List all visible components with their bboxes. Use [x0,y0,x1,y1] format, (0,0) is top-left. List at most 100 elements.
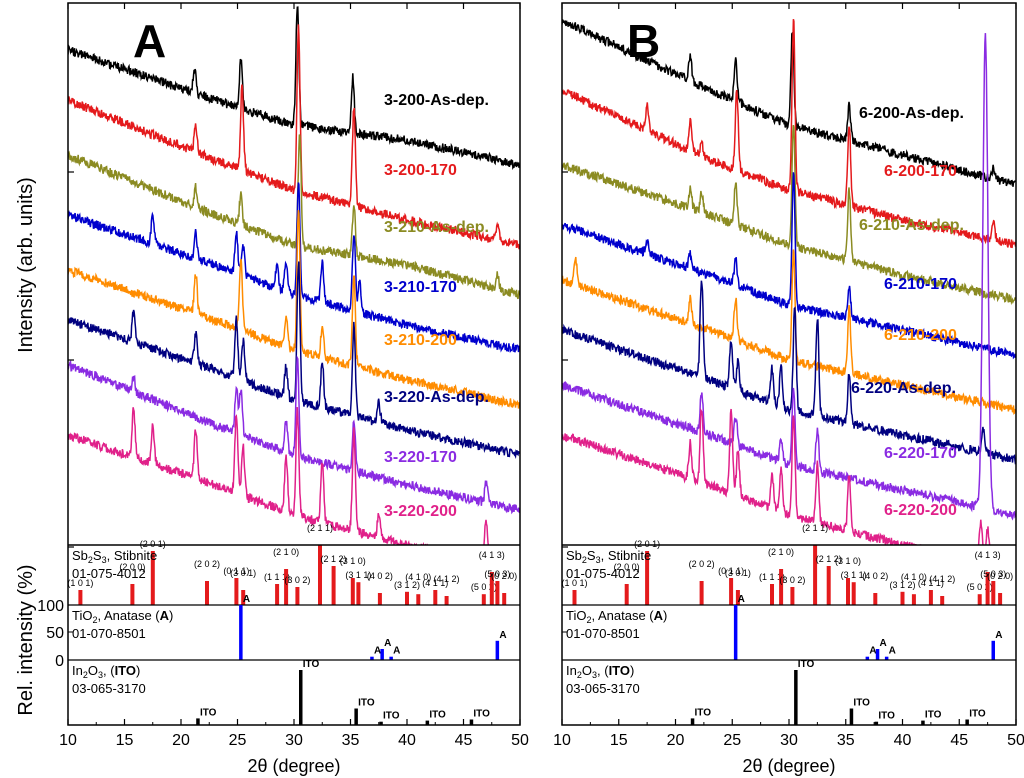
reference-peak [874,721,879,725]
x-tick-label: 35 [342,732,360,749]
series-line [562,249,1016,415]
reference-peak [425,720,430,725]
reference-peak [481,594,486,605]
panel-letter: B [627,15,660,67]
series-label: 3-200-170 [384,162,457,179]
reference-peak-label: A [384,638,391,649]
reference-peak [846,578,850,605]
reference-peak-label: (3 1 2) [394,580,420,590]
reference-peak-label: A [738,594,745,605]
reference-peak-label: (3 1 2) [889,580,915,590]
reference-peak-label: (2 0 0) [119,562,145,572]
series-line [562,280,1016,465]
reference-peak-label: (2 0 2) [194,559,220,569]
x-tick-label: 50 [1007,732,1024,749]
rel-tick-label: 0 [55,653,64,670]
reference-peak [495,640,500,661]
reference-peak [433,590,438,605]
series-line [562,172,1016,360]
reference-peak-label: (0 1 1) [223,566,249,576]
reference-peak [196,718,200,725]
reference-peak-label: (3 1 1) [345,570,371,580]
x-tick-label: 20 [172,732,190,749]
reference-peak-label: (3 1 0) [835,556,861,566]
series-line [562,18,1016,187]
series-line [68,24,520,250]
series-label: 6-220-As-dep. [851,380,956,397]
reference-peak-label: (1 1 1) [264,572,290,582]
reference-name: Sb2S3, Stibnite [566,548,651,565]
reference-peak-label: (4 1 1) [918,578,944,588]
x-tick-label: 10 [553,732,571,749]
reference-peak [405,591,409,605]
series-line [562,33,1016,521]
reference-peak [849,708,854,725]
series-line [562,124,1016,306]
reference-peak [998,593,1003,605]
x-tick-label: 15 [610,732,628,749]
x-axis-label: 2θ (degree) [742,756,835,776]
reference-peak-label: (2 1 0) [768,547,794,557]
reference-peak-label: A [243,594,250,605]
series-label: 6-210-170 [884,276,957,293]
reference-peak-label: (0 2 0) [491,571,517,581]
reference-card: 01-070-8501 [72,626,146,641]
reference-peak-label: (5 0 2) [967,582,993,592]
reference-name: In2O3, (ITO) [566,663,634,680]
reference-peak [299,670,303,725]
series-label: 6-200-170 [884,163,957,180]
reference-peak-label: A [880,638,887,649]
series-lines [68,6,520,545]
reference-peak-label: (1 1 1) [759,572,785,582]
series-label: 6-210-As-dep. [859,217,964,234]
reference-peak-label: ITO [473,709,490,720]
reference-peak [911,594,916,605]
x-tick-label: 40 [398,732,416,749]
reference-peak-label: ITO [878,711,895,722]
reference-peak [356,582,361,605]
x-tick-label: 25 [229,732,247,749]
reference-pattern: ITO ITO ITO ITO ITO ITO In2O3, (ITO)03-065-317… [72,659,490,725]
reference-peak-label: (3 0 1) [725,568,751,578]
series-line [68,261,520,459]
reference-peak-label: (1 0 1) [67,578,93,588]
reference-peak-label: (4 0 2) [367,571,393,581]
x-tick-label: 20 [667,732,685,749]
reference-peak [729,578,734,605]
reference-card: 03-065-3170 [566,681,640,696]
reference-card: 01-070-8501 [566,626,640,641]
reference-peak [502,593,507,605]
reference-pattern: ITO ITO ITO ITO ITO ITO In2O3, (ITO)03-065-317… [566,659,986,725]
reference-peak [991,581,996,605]
reference-peak [624,584,629,605]
panel-b: 6-200-As-dep. 6-200-170 6-210-As-dep. 6-210… [553,2,1024,776]
reference-peak-label: (3 1 0) [340,556,366,566]
reference-peak-label: ITO [303,659,320,670]
reference-pattern: (1 0 1)(2 0 0)(2 0 1)(2 0 2)(0 1 1)(3 0 … [67,523,520,606]
reference-peak [275,584,280,605]
x-tick-label: 30 [285,732,303,749]
series-line [68,182,520,354]
reference-card: 03-065-3170 [72,681,146,696]
reference-peak-label: (3 1 1) [841,570,867,580]
series-line [68,209,520,409]
reference-peak [318,545,322,605]
reference-peak-label: (4 1 2) [434,574,460,584]
series-label: 3-210-200 [384,332,457,349]
reference-peak-label: (2 1 1) [802,523,828,533]
reference-peak-label: (5 0 3) [980,569,1006,579]
reference-peak-label: ITO [383,711,400,722]
reference-peak [699,581,704,605]
reference-peak [350,578,355,605]
reference-peak-label: (4 1 3) [975,550,1001,560]
reference-peak [779,569,784,605]
reference-peak [380,649,384,660]
reference-peak [205,581,209,605]
x-tick-label: 40 [894,732,912,749]
reference-peak-label: (2 0 0) [614,562,640,572]
reference-peak [377,593,382,605]
reference-peak-label: (4 1 0) [901,572,927,582]
series-line [68,134,520,300]
reference-peak-label: (2 1 2) [816,554,842,564]
